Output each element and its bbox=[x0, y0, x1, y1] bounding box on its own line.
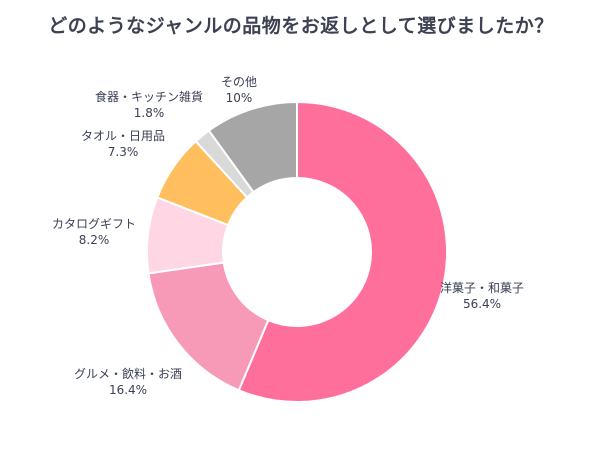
slice-value-label: 8.2% bbox=[79, 233, 110, 247]
slice-label: その他 bbox=[221, 75, 257, 89]
slice-label: グルメ・飲料・お酒 bbox=[74, 366, 182, 381]
donut-slice bbox=[207, 100, 298, 194]
slice-label: カタログギフト bbox=[52, 217, 136, 231]
chart-title: どのようなジャンルの品物をお返しとして選びましたか？ bbox=[48, 15, 554, 37]
slice-label: 食器・キッチン雑貨 bbox=[95, 89, 203, 104]
donut-slice bbox=[147, 261, 270, 392]
slice-value-label: 16.4% bbox=[109, 383, 147, 397]
slice-value-label: 56.4% bbox=[463, 297, 501, 311]
slice-value-label: 10% bbox=[226, 91, 253, 105]
slice-label: タオル・日用品 bbox=[81, 129, 165, 143]
slice-value-label: 7.3% bbox=[108, 145, 139, 159]
slice-label: 洋菓子・和菓子 bbox=[440, 280, 524, 295]
donut-slice bbox=[237, 100, 448, 403]
slice-value-label: 1.8% bbox=[134, 106, 165, 120]
